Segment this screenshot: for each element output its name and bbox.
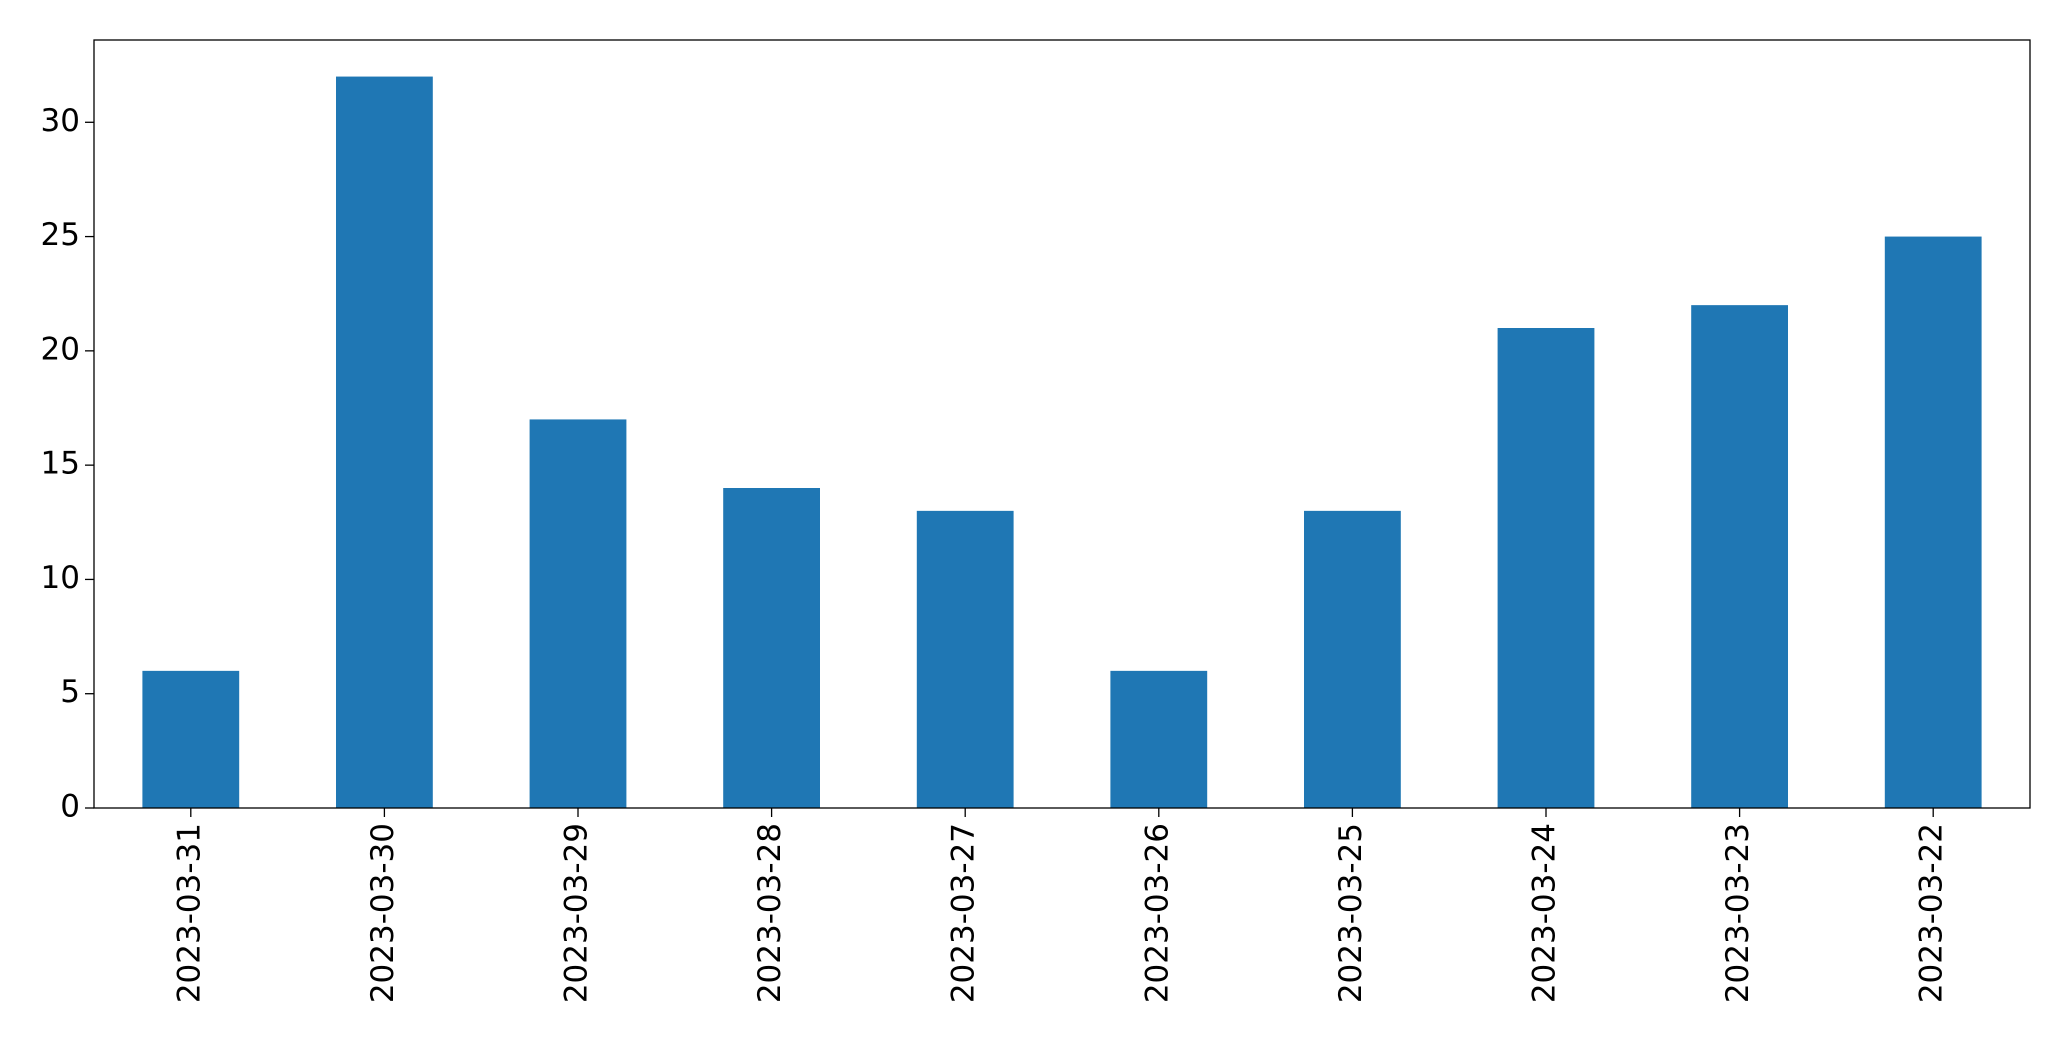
bar: [142, 670, 240, 808]
x-tick-label: 2023-03-28: [752, 823, 788, 1003]
x-tick-label: 2023-03-29: [559, 823, 595, 1003]
y-tick-label: 5: [60, 674, 80, 710]
y-tick-label: 10: [41, 560, 80, 596]
x-tick-label: 2023-03-26: [1139, 823, 1175, 1003]
bar: [916, 510, 1014, 808]
bar: [529, 419, 627, 808]
plot-frame: [93, 39, 2031, 809]
bar: [1691, 305, 1788, 808]
x-tick-label: 2023-03-24: [1527, 823, 1563, 1003]
y-tick-label: 30: [41, 103, 80, 139]
bar: [1884, 236, 1982, 809]
y-tick-label: 0: [60, 789, 80, 825]
x-tick-label: 2023-03-22: [1914, 823, 1950, 1003]
y-tick-label: 15: [41, 446, 80, 482]
x-tick-label: 2023-03-27: [946, 823, 982, 1003]
bar: [1304, 510, 1401, 808]
bar: [1497, 328, 1595, 808]
y-tick-label: 25: [41, 217, 80, 253]
bar: [336, 76, 433, 809]
x-tick-label: 2023-03-25: [1333, 823, 1369, 1003]
bar: [723, 488, 820, 808]
x-tick-label: 2023-03-31: [171, 823, 207, 1003]
bar: [1110, 670, 1208, 808]
y-tick-label: 20: [41, 331, 80, 367]
x-tick-label: 2023-03-30: [365, 823, 401, 1003]
x-tick-label: 2023-03-23: [1720, 823, 1756, 1003]
